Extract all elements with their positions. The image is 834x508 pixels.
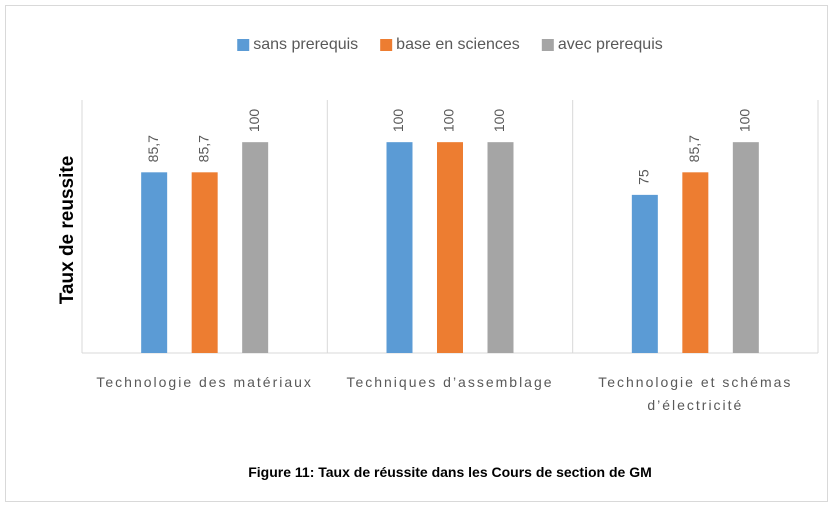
bar [682, 172, 709, 353]
legend-label: base en sciences [396, 36, 520, 53]
bar [487, 142, 514, 353]
bar [631, 194, 658, 353]
legend-swatch [380, 39, 393, 51]
value-label: 85,7 [195, 135, 211, 162]
bar [437, 142, 463, 353]
bar [732, 142, 759, 353]
value-label: 85,7 [145, 135, 161, 162]
value-label: 100 [441, 109, 457, 133]
bar [242, 142, 269, 353]
x-tick-label: Technologie et schémas d’électricité [598, 374, 793, 413]
value-label: 100 [246, 109, 262, 133]
y-axis-label: Taux de reussite [57, 156, 78, 305]
value-label: 100 [390, 109, 406, 133]
x-tick-label: Techniques d’assemblage [346, 374, 554, 390]
bar [141, 172, 168, 353]
bar [386, 142, 413, 353]
frame [5, 5, 828, 502]
value-label: 100 [737, 109, 753, 133]
legend-label: avec prerequis [558, 36, 663, 53]
legend-label: sans prerequis [253, 36, 358, 53]
value-label: 85,7 [686, 135, 702, 162]
value-label: 100 [491, 109, 507, 133]
legend-swatch [237, 39, 250, 51]
value-label: 75 [636, 169, 652, 185]
x-tick-label: Technologie des matériaux [96, 374, 313, 390]
bar [191, 172, 218, 353]
legend-swatch [541, 39, 554, 51]
caption: Figure 11: Taux de réussite dans les Cou… [248, 464, 652, 480]
